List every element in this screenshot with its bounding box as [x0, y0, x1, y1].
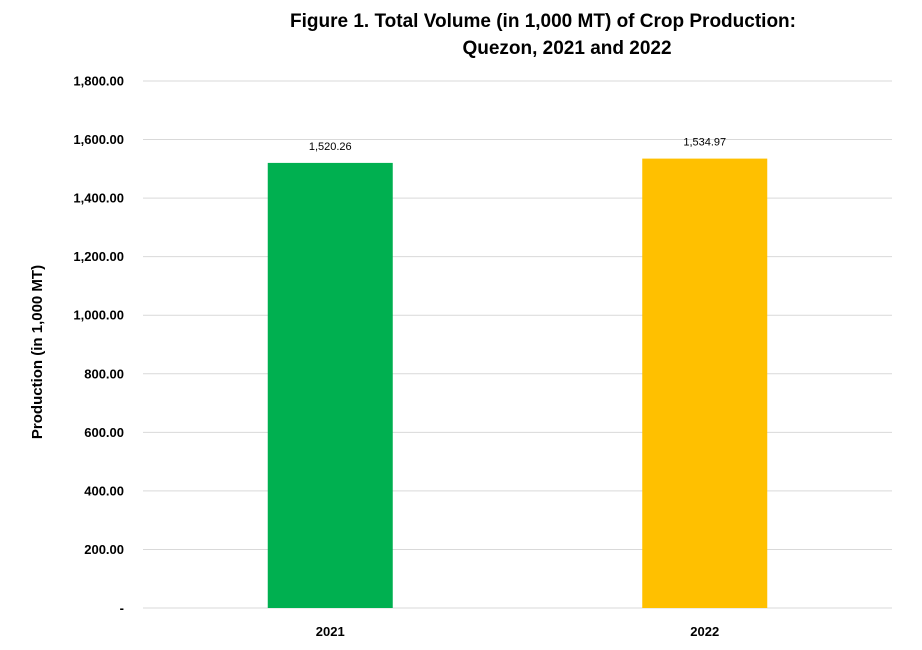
y-tick-label: 200.00: [84, 542, 124, 557]
y-tick-label: 1,600.00: [73, 132, 124, 147]
chart-title-line-2: Quezon, 2021 and 2022: [462, 38, 671, 59]
y-tick-label: 1,800.00: [73, 74, 124, 89]
y-axis-tick-labels: - 200.00 400.00 600.00 800.00 1,000.00 1,200.0…: [73, 74, 124, 616]
bar-2022: [642, 158, 768, 608]
y-tick-label: 400.00: [84, 483, 124, 498]
data-label-2022: 1,534.97: [683, 137, 726, 149]
gridlines: [143, 80, 892, 609]
y-tick-label: 800.00: [84, 366, 124, 381]
y-tick-label: 600.00: [84, 425, 124, 440]
bars: [267, 158, 768, 608]
y-tick-label: 1,200.00: [73, 249, 124, 264]
y-tick-label: 1,000.00: [73, 308, 124, 323]
chart-title-line-1: Figure 1. Total Volume (in 1,000 MT) of …: [290, 11, 796, 32]
y-tick-label: -: [120, 601, 124, 616]
bar-2021: [267, 162, 393, 608]
y-axis-title: Production (in 1,000 MT): [29, 265, 46, 439]
y-tick-label: 1,400.00: [73, 191, 124, 206]
x-tick-label-2022: 2022: [690, 624, 719, 639]
data-labels: 1,520.26 1,534.97: [309, 137, 726, 153]
data-label-2021: 1,520.26: [309, 141, 352, 153]
x-axis-tick-labels: 2021 2022: [316, 624, 719, 639]
x-tick-label-2021: 2021: [316, 624, 345, 639]
